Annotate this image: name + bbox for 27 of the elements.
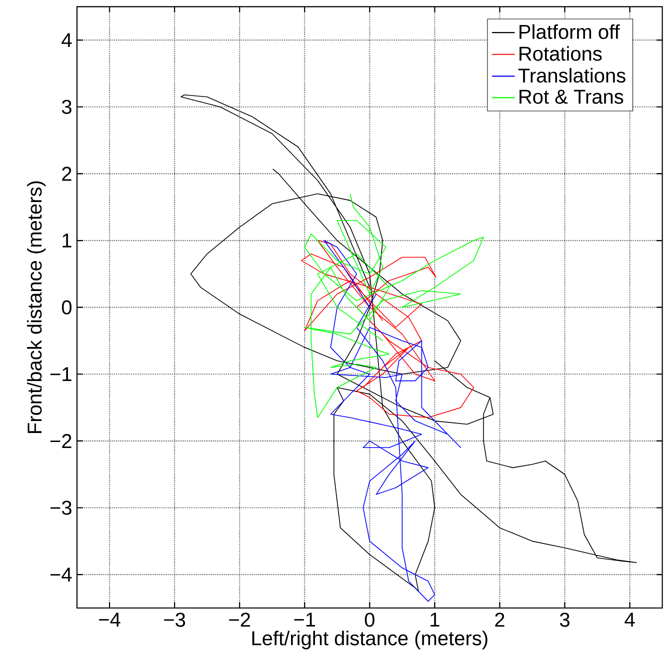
y-tick-label: 3 [62, 100, 72, 114]
x-axis-title: Left/right distance (meters) [252, 630, 488, 650]
line-series [300, 240, 474, 418]
y-tick-label: 0 [62, 300, 72, 314]
x-tick-label: −4 [99, 612, 120, 626]
y-tick-label: 4 [62, 33, 72, 47]
legend-label: Rotations [520, 46, 602, 61]
x-tick-label: −3 [164, 612, 186, 627]
y-axis-title: Front/back distance (meters) [27, 181, 46, 433]
legend-label: Rot & Trans [520, 90, 624, 104]
y-tick-label: −4 [50, 568, 72, 582]
x-tick-label: −1 [294, 612, 316, 626]
y-tick-label: −1 [50, 367, 72, 382]
x-tick-label: 2 [495, 612, 504, 627]
y-tick-label: −3 [50, 500, 72, 515]
y-tick-label: 1 [62, 234, 72, 248]
x-tick-label: 0 [364, 612, 374, 627]
legend-label: Translations [518, 68, 626, 83]
x-tick-label: 4 [624, 612, 635, 626]
legend-label: Platform off [520, 24, 620, 39]
x-tick-label: 3 [560, 612, 570, 627]
line-series [304, 193, 484, 418]
x-tick-label: −2 [229, 612, 250, 627]
y-tick-label: −2 [50, 434, 72, 448]
x-tick-label: 1 [430, 612, 440, 626]
line-series [324, 240, 462, 602]
y-tick-label: 2 [62, 166, 72, 181]
